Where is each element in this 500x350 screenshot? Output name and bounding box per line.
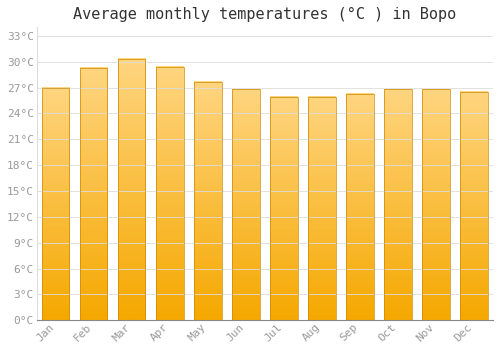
Title: Average monthly temperatures (°C ) in Bopo: Average monthly temperatures (°C ) in Bo… <box>74 7 456 22</box>
